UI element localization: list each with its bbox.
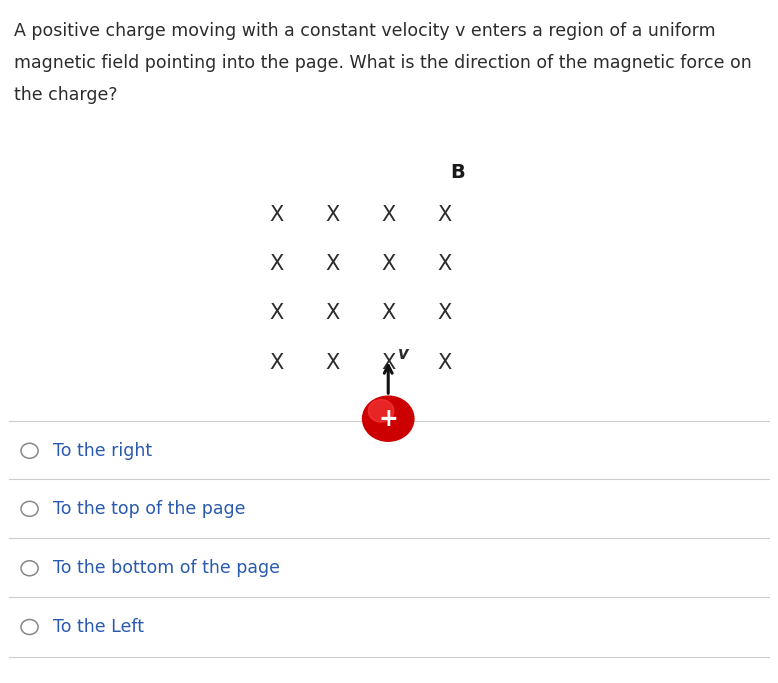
Text: To the right: To the right [53, 442, 152, 460]
Text: X: X [381, 205, 395, 225]
Text: To the Left: To the Left [53, 618, 144, 636]
Text: To the top of the page: To the top of the page [53, 500, 245, 518]
Text: X: X [381, 303, 395, 324]
Text: X: X [437, 303, 451, 324]
Text: X: X [381, 254, 395, 275]
Circle shape [369, 402, 412, 440]
Text: A positive charge moving with a constant velocity v enters a region of a uniform: A positive charge moving with a constant… [14, 22, 716, 40]
Text: +: + [378, 406, 398, 431]
Text: X: X [325, 254, 339, 275]
Text: X: X [437, 205, 451, 225]
Text: X: X [269, 303, 283, 324]
Text: X: X [325, 205, 339, 225]
Text: B: B [450, 163, 465, 182]
Text: X: X [437, 352, 451, 373]
Text: X: X [381, 352, 395, 373]
Text: X: X [325, 352, 339, 373]
Text: magnetic field pointing into the page. What is the direction of the magnetic for: magnetic field pointing into the page. W… [14, 54, 752, 72]
Text: X: X [269, 254, 283, 275]
Circle shape [363, 396, 414, 441]
Text: v: v [398, 345, 408, 363]
Text: To the bottom of the page: To the bottom of the page [53, 559, 280, 577]
Text: X: X [269, 352, 283, 373]
Text: the charge?: the charge? [14, 86, 117, 104]
Circle shape [368, 400, 394, 422]
Text: X: X [269, 205, 283, 225]
Text: X: X [437, 254, 451, 275]
Text: X: X [325, 303, 339, 324]
